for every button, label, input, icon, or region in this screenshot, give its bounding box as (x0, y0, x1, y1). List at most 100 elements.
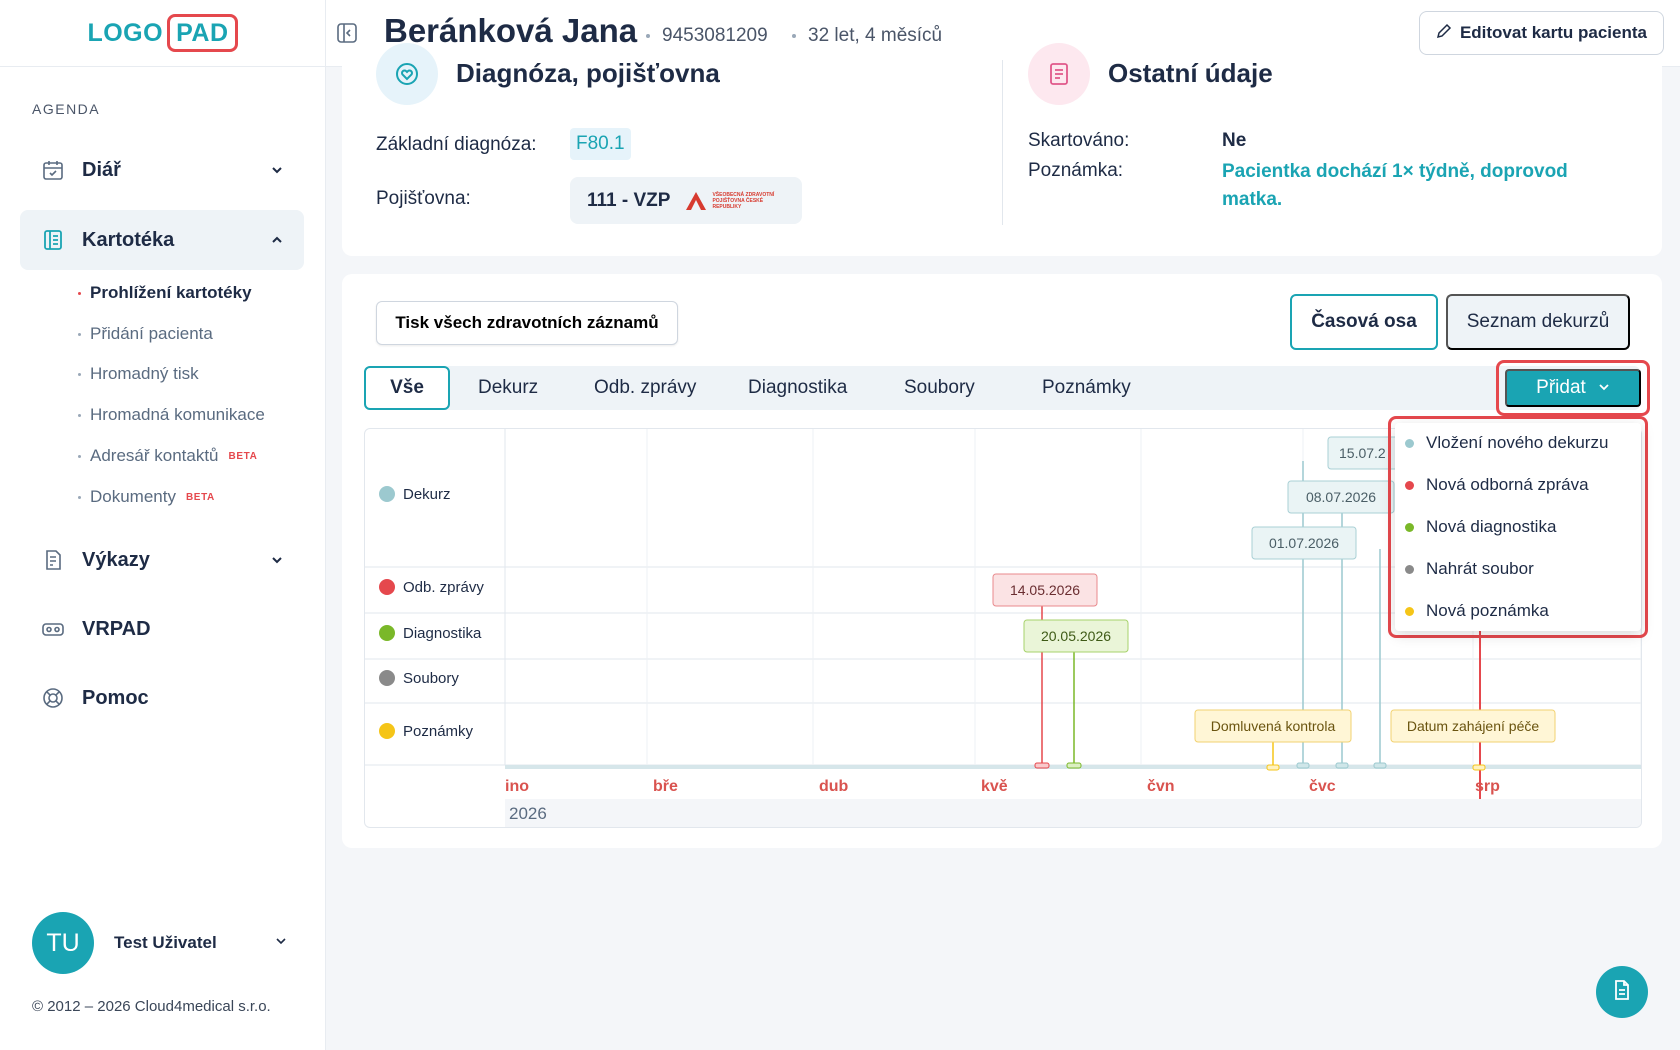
subnav-pridani-pacienta[interactable]: Přidání pacienta (78, 324, 213, 344)
month-label: dub (819, 778, 849, 795)
logo-text-pad: PAD (167, 14, 238, 52)
sidebar-item-vrpad[interactable]: VRPAD (20, 599, 304, 659)
logo[interactable]: LOGO PAD (87, 14, 238, 52)
menu-item-new-decursus[interactable]: Vložení nového dekurzu (1405, 428, 1608, 458)
sidebar-collapse-icon[interactable] (336, 22, 358, 49)
add-button-label: Přidat (1536, 377, 1586, 398)
chevron-down-icon (274, 934, 288, 953)
insurance-label: Pojišťovna: (376, 188, 471, 209)
event-poznamka-1[interactable]: Domluvená kontrola (1194, 709, 1352, 743)
tab-poznamky[interactable]: Poznámky (1042, 377, 1131, 398)
legend-dot-diagnostika (379, 625, 395, 641)
beta-badge: BETA (228, 450, 258, 462)
timeline-view-button[interactable]: Časová osa (1290, 294, 1438, 350)
menu-dot (1405, 438, 1414, 448)
event-marker[interactable] (1296, 762, 1310, 769)
event-diagnostika[interactable]: 20.05.2026 (1023, 619, 1129, 653)
event-date: 15.07.2 (1339, 445, 1386, 461)
edit-patient-card-button[interactable]: Editovat kartu pacienta (1418, 11, 1664, 55)
month-label: ino (505, 778, 529, 795)
decursus-list-view-button[interactable]: Seznam dekurzů (1446, 294, 1630, 350)
month-label: srp (1475, 778, 1500, 795)
sidebar: LOGO PAD AGENDA Diář Kartotéka Prohlížen… (0, 0, 326, 1050)
legend-dot-dekurz (379, 486, 395, 502)
print-all-records-button[interactable]: Tisk všech zdravotních záznamů (376, 301, 678, 345)
menu-item-upload-file[interactable]: Nahrát soubor (1405, 554, 1534, 584)
tab-soubory[interactable]: Soubory (904, 377, 975, 398)
pencil-icon (1436, 23, 1452, 44)
sidebar-item-diar[interactable]: Diář (20, 140, 304, 200)
section-label-agenda: AGENDA (32, 101, 101, 117)
patient-id: 9453081209 (646, 25, 768, 47)
legend-dot-poznamky (379, 723, 395, 739)
subnav-label: Hromadná komunikace (90, 405, 265, 424)
event-marker[interactable] (1034, 762, 1050, 769)
row-label-poznamky: Poznámky (403, 723, 474, 740)
event-dekurz-3[interactable]: 01.07.2026 (1251, 526, 1357, 560)
copyright: © 2012 – 2026 Cloud4medical s.r.o. (32, 998, 271, 1015)
bullet-dot (78, 372, 81, 376)
note-value: Pacientka dochází 1× týdně, doprovod mat… (1222, 161, 1568, 210)
menu-item-new-note[interactable]: Nová poznámka (1405, 596, 1549, 626)
event-odb-zprava[interactable]: 14.05.2026 (992, 573, 1098, 607)
vzp-logo-text: VŠEOBECNÁ ZDRAVOTNÍ POJIŠŤOVNA ČESKÉ REP… (712, 191, 775, 210)
event-marker[interactable] (1373, 762, 1387, 769)
bullet-dot (78, 413, 81, 417)
sidebar-item-vykazy[interactable]: Výkazy (20, 530, 304, 590)
main-diagnosis-value: F80.1 (570, 128, 631, 160)
subnav-hromadny-tisk[interactable]: Hromadný tisk (78, 364, 199, 384)
separator-dot (646, 34, 650, 38)
bullet-dot (78, 454, 81, 458)
user-menu[interactable]: TU Test Uživatel (32, 912, 292, 974)
tab-odb-zpravy[interactable]: Odb. zprávy (594, 377, 697, 398)
shredded-label: Skartováno: (1028, 130, 1130, 151)
vzp-logo: VŠEOBECNÁ ZDRAVOTNÍ POJIŠŤOVNA ČESKÉ REP… (684, 191, 782, 211)
logo-text-logo: LOGO (87, 18, 164, 47)
subnav-label: Dokumenty (90, 487, 176, 506)
menu-item-new-diagnostics[interactable]: Nová diagnostika (1405, 512, 1556, 542)
event-marker[interactable] (1266, 764, 1280, 771)
menu-item-label: Nová diagnostika (1426, 517, 1557, 536)
menu-item-label: Vložení nového dekurzu (1426, 433, 1609, 452)
event-marker[interactable] (1066, 762, 1082, 769)
subnav-adresar-kontaktu[interactable]: Adresář kontaktů BETA (78, 446, 257, 466)
tab-dekurz[interactable]: Dekurz (478, 377, 539, 398)
row-label-odb-zpravy: Odb. zprávy (403, 579, 484, 596)
event-marker[interactable] (1472, 764, 1486, 771)
year-band (505, 799, 1641, 827)
event-poznamka-2[interactable]: Datum zahájení péče (1390, 709, 1556, 743)
subnav-label: Prohlížení kartotéky (90, 283, 252, 302)
document-fab-button[interactable] (1596, 966, 1648, 1018)
bullet-dot (78, 332, 81, 336)
event-date: 14.05.2026 (1010, 582, 1080, 598)
event-dekurz-1[interactable]: 15.07.2 (1327, 436, 1415, 470)
event-marker[interactable] (1335, 762, 1349, 769)
menu-dot (1405, 606, 1414, 616)
sidebar-item-label: Pomoc (82, 686, 149, 709)
add-menu-highlight: Vložení nového dekurzu Nová odborná zprá… (1388, 416, 1648, 638)
event-date: 01.07.2026 (1269, 535, 1339, 551)
patient-id-value: 9453081209 (662, 25, 768, 46)
menu-item-new-report[interactable]: Nová odborná zpráva (1405, 470, 1589, 500)
bullet-dot (78, 291, 81, 295)
month-label: čvn (1147, 778, 1175, 795)
row-label-dekurz: Dekurz (403, 486, 451, 503)
sidebar-item-kartoteka[interactable]: Kartotéka (20, 210, 304, 270)
add-button[interactable]: Přidat (1505, 369, 1641, 407)
diagnosis-section-title: Diagnóza, pojišťovna (456, 58, 720, 88)
shredded-value: Ne (1222, 130, 1247, 151)
subnav-prohlizeni-kartoteky[interactable]: Prohlížení kartotéky (78, 283, 252, 303)
event-dekurz-2[interactable]: 08.07.2026 (1287, 480, 1395, 514)
tab-diagnostika[interactable]: Diagnostika (748, 377, 848, 398)
tab-vse[interactable]: Vše (364, 366, 450, 410)
sidebar-item-pomoc[interactable]: Pomoc (20, 668, 304, 728)
add-dropdown-menu: Vložení nového dekurzu Nová odborná zprá… (1395, 423, 1641, 631)
main-diagnosis-label: Základní diagnóza: (376, 134, 537, 155)
insurance-value: 111 - VZP (587, 189, 671, 211)
row-label-diagnostika: Diagnostika (403, 625, 482, 642)
subnav-dokumenty[interactable]: Dokumenty BETA (78, 487, 215, 507)
subnav-hromadna-komunikace[interactable]: Hromadná komunikace (78, 405, 265, 425)
beta-badge: BETA (185, 491, 215, 503)
logo-area: LOGO PAD (0, 0, 325, 67)
event-title: Datum zahájení péče (1407, 718, 1540, 734)
